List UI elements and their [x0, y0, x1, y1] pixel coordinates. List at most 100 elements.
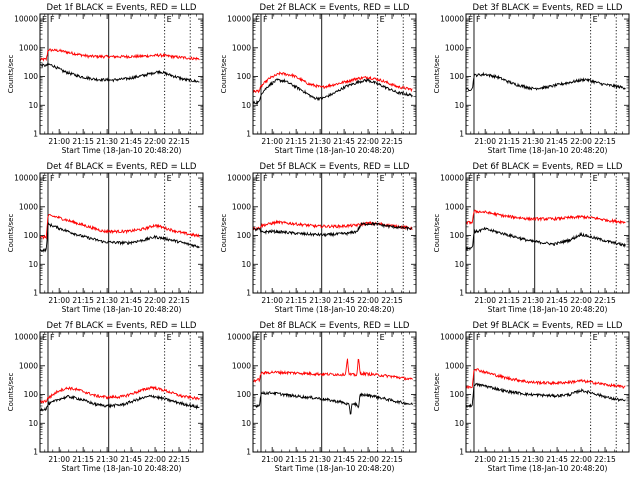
y-tick-label: 1000 — [232, 43, 251, 52]
plot-frame — [465, 331, 630, 453]
y-tick-label: 1 — [459, 130, 464, 139]
panel-title: Det 7f BLACK = Events, RED = LLD — [47, 321, 197, 331]
lld-series-line — [465, 209, 626, 226]
y-axis-label: Counts/sec — [7, 373, 15, 412]
panel-title: Det 2f BLACK = Events, RED = LLD — [260, 3, 410, 13]
x-tick-label: 21:00 — [48, 137, 70, 146]
events-series-line — [39, 62, 200, 83]
plot-frame — [465, 13, 630, 135]
x-tick-label: 22:15 — [594, 455, 616, 464]
lld-series-line — [465, 368, 626, 390]
plot-frame — [39, 13, 204, 135]
marker-label: E — [593, 15, 598, 24]
marker-label: E — [468, 174, 473, 183]
y-tick-label: 1000 — [232, 202, 251, 211]
y-tick-label: 1 — [33, 448, 38, 457]
x-tick-label: 21:30 — [522, 296, 544, 305]
events-series-line — [252, 78, 413, 105]
y-tick-label: 100 — [24, 231, 39, 240]
y-tick-label: 1000 — [19, 202, 38, 211]
marker-label: F — [263, 15, 268, 24]
plot-frame — [39, 172, 204, 294]
plot-frame — [252, 331, 417, 453]
events-series-line — [465, 71, 626, 91]
marker-label: E — [167, 15, 172, 24]
panel-title: Det 3f BLACK = Events, RED = LLD — [473, 3, 623, 13]
x-tick-label: 21:45 — [333, 296, 355, 305]
x-axis-label: Start Time (18-Jan-10 20:48:20) — [488, 305, 608, 314]
y-tick-label: 10 — [241, 101, 251, 110]
panel-5: Det 5f BLACK = Events, RED = LLD 1 10 100 10… — [220, 162, 417, 314]
x-axis-label: Start Time (18-Jan-10 20:48:20) — [488, 146, 608, 155]
x-tick-label: 21:00 — [48, 296, 70, 305]
x-tick-label: 21:30 — [309, 455, 331, 464]
x-tick-label: 21:00 — [474, 296, 496, 305]
x-tick-label: 22:00 — [144, 455, 166, 464]
events-series-line — [465, 382, 626, 409]
y-tick-label: 1000 — [445, 202, 464, 211]
events-series-line — [39, 221, 200, 253]
x-tick-label: 21:30 — [96, 455, 118, 464]
y-tick-label: 1 — [459, 448, 464, 457]
marker-label: E — [380, 333, 385, 342]
panel-title: Det 5f BLACK = Events, RED = LLD — [260, 162, 410, 172]
marker-label: E — [380, 15, 385, 24]
x-tick-label: 22:00 — [570, 296, 592, 305]
panel-1: Det 1f BLACK = Events, RED = LLD 1 10 100 10… — [7, 3, 204, 155]
marker-label: E — [468, 15, 473, 24]
panel-title: Det 8f BLACK = Events, RED = LLD — [260, 321, 410, 331]
x-tick-label: 21:30 — [309, 296, 331, 305]
y-tick-label: 10 — [454, 419, 464, 428]
x-tick-label: 21:15 — [285, 296, 307, 305]
x-tick-label: 21:00 — [474, 455, 496, 464]
y-axis-label: Counts/sec — [7, 214, 15, 253]
x-tick-label: 21:45 — [546, 455, 568, 464]
x-tick-label: 22:15 — [594, 137, 616, 146]
panel-3: Det 3f BLACK = Events, RED = LLD 1 10 100 10… — [433, 3, 630, 155]
x-tick-label: 21:30 — [96, 296, 118, 305]
y-tick-label: 1000 — [445, 361, 464, 370]
y-tick-label: 10000 — [227, 15, 251, 24]
y-tick-label: 1 — [33, 130, 38, 139]
x-tick-label: 21:45 — [120, 296, 142, 305]
events-series-line — [252, 221, 413, 238]
y-tick-label: 1000 — [445, 43, 464, 52]
marker-label: E — [380, 174, 385, 183]
x-tick-label: 21:45 — [546, 137, 568, 146]
x-tick-label: 22:15 — [594, 296, 616, 305]
plot-frame — [252, 13, 417, 135]
x-axis-label: Start Time (18-Jan-10 20:48:20) — [275, 305, 395, 314]
y-tick-label: 10000 — [227, 174, 251, 183]
y-tick-label: 10 — [241, 419, 251, 428]
x-axis-label: Start Time (18-Jan-10 20:48:20) — [275, 146, 395, 155]
x-tick-label: 22:15 — [168, 137, 190, 146]
x-axis-label: Start Time (18-Jan-10 20:48:20) — [62, 146, 182, 155]
y-tick-label: 10000 — [440, 333, 464, 342]
x-tick-label: 21:30 — [522, 455, 544, 464]
y-axis-label: Counts/sec — [433, 214, 441, 253]
x-tick-label: 21:30 — [96, 137, 118, 146]
x-tick-label: 21:30 — [309, 137, 331, 146]
x-tick-label: 21:45 — [120, 137, 142, 146]
x-tick-label: 21:00 — [261, 296, 283, 305]
plot-frame — [465, 172, 630, 294]
y-tick-label: 1 — [459, 289, 464, 298]
y-tick-label: 1 — [33, 289, 38, 298]
panel-title: Det 4f BLACK = Events, RED = LLD — [47, 162, 197, 172]
panel-4: Det 4f BLACK = Events, RED = LLD 1 10 100 10… — [7, 162, 204, 314]
panel-title: Det 1f BLACK = Events, RED = LLD — [47, 3, 197, 13]
x-tick-label: 21:00 — [474, 137, 496, 146]
y-tick-label: 10 — [28, 419, 38, 428]
y-tick-label: 10 — [454, 101, 464, 110]
x-tick-label: 21:15 — [285, 137, 307, 146]
marker-label: E — [255, 333, 260, 342]
y-tick-label: 10000 — [440, 15, 464, 24]
events-series-line — [465, 226, 626, 252]
y-tick-label: 100 — [24, 72, 39, 81]
y-tick-label: 10 — [454, 260, 464, 269]
lld-series-line — [39, 385, 200, 404]
x-tick-label: 22:00 — [570, 455, 592, 464]
x-tick-label: 21:00 — [48, 455, 70, 464]
events-series-line — [39, 394, 200, 412]
x-tick-label: 22:00 — [144, 137, 166, 146]
